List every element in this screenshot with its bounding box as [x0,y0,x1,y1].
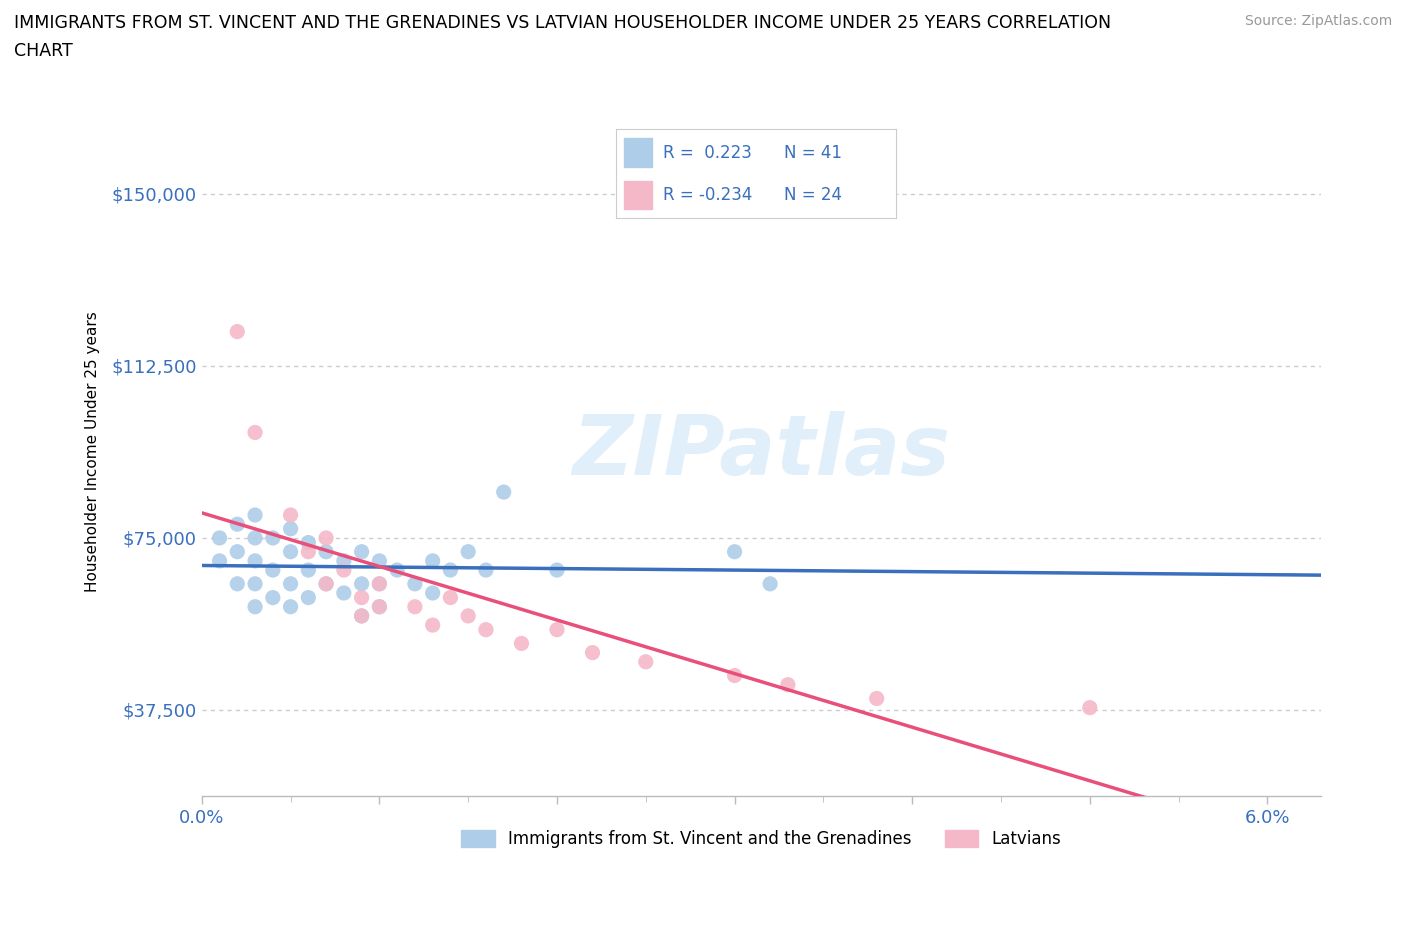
Point [368,577,391,591]
Point [226,517,249,532]
Point [280,544,302,559]
Point [475,622,498,637]
Y-axis label: Householder Income Under 25 years: Householder Income Under 25 years [86,312,100,592]
Point [546,622,568,637]
Point [866,691,889,706]
Point [243,599,266,614]
Point [350,591,373,605]
Point [457,608,479,623]
Point [333,563,356,578]
Point [776,677,799,692]
Point [350,608,373,623]
Text: Source: ZipAtlas.com: Source: ZipAtlas.com [1244,14,1392,28]
Point [368,577,391,591]
Text: CHART: CHART [14,42,73,60]
Point [315,577,337,591]
Point [492,485,515,499]
Text: ZIPatlas: ZIPatlas [572,411,950,493]
Point [422,553,444,568]
Point [350,544,373,559]
Point [333,553,356,568]
Text: IMMIGRANTS FROM ST. VINCENT AND THE GRENADINES VS LATVIAN HOUSEHOLDER INCOME UND: IMMIGRANTS FROM ST. VINCENT AND THE GREN… [14,14,1111,32]
Point [297,563,319,578]
Point [226,544,249,559]
Point [368,553,391,568]
Point [368,599,391,614]
Point [439,591,461,605]
Point [315,544,337,559]
Point [333,586,356,601]
Point [297,591,319,605]
Point [422,586,444,601]
Point [280,599,302,614]
Point [243,508,266,523]
Point [723,544,745,559]
Point [581,645,603,660]
Point [422,618,444,632]
Point [243,530,266,545]
Point [262,530,284,545]
Point [510,636,533,651]
Point [297,535,319,550]
Point [243,425,266,440]
Point [475,563,498,578]
Point [350,608,373,623]
Point [368,599,391,614]
Point [315,577,337,591]
Point [759,577,782,591]
Point [262,563,284,578]
Point [546,563,568,578]
Point [439,563,461,578]
Point [208,530,231,545]
Point [280,508,302,523]
Point [243,553,266,568]
Point [262,591,284,605]
Point [404,599,426,614]
Point [280,522,302,537]
Point [723,668,745,683]
Point [226,325,249,339]
Point [243,577,266,591]
Point [226,577,249,591]
Point [457,544,479,559]
Point [208,553,231,568]
Point [634,655,657,670]
Point [297,544,319,559]
Point [385,563,408,578]
Legend: Immigrants from St. Vincent and the Grenadines, Latvians: Immigrants from St. Vincent and the Gren… [453,821,1070,857]
Point [1078,700,1101,715]
Point [404,577,426,591]
Point [350,577,373,591]
Point [280,577,302,591]
Point [315,530,337,545]
